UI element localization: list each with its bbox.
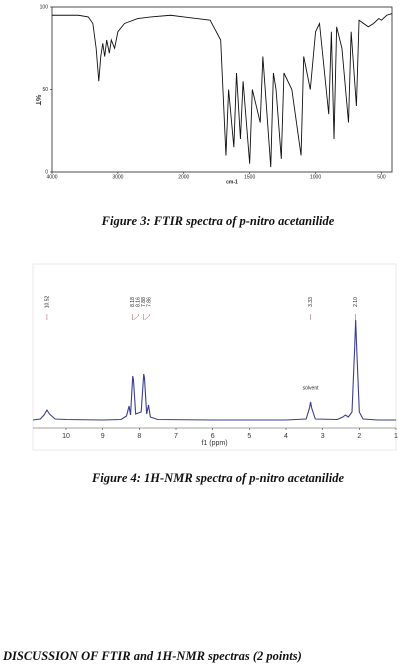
figure-caption: Figure 4: 1H-NMR spectra of p-nitro acet… [91,471,345,485]
spectrum-line [32,319,396,421]
peak-label: 8.16 [136,297,142,307]
x-tick-label: 2 [357,433,361,440]
peak-label: 7.88 [141,297,147,307]
peak-label: 10.52 [44,296,50,309]
y-tick-label: 100 [40,4,49,10]
ftir-frame [51,6,393,173]
x-axis-label: f1 (ppm) [201,440,227,447]
x-tick-label: 1000 [310,174,321,180]
x-axis-label: cm-1 [226,179,238,185]
x-tick-label: 500 [377,174,386,180]
y-tick-label: 50 [42,87,48,93]
spectrum-line [52,13,393,168]
peak-label: 7.86 [147,297,153,307]
x-tick-label: 10 [62,433,70,440]
x-tick-label: 8 [137,433,141,440]
peak-label: 2.10 [353,297,359,307]
peak-label: 8.18 [130,297,136,307]
y-axis-label: %T [34,95,41,106]
x-tick-label: 4 [284,433,288,440]
x-tick-label: 4000 [46,174,57,180]
x-tick-label: 5 [247,433,251,440]
x-tick-label: 1500 [244,174,255,180]
x-tick-label: 6 [211,433,215,440]
peak-leader [133,314,139,321]
peak-label: 3.33 [308,297,314,307]
nmr-frame [32,263,397,451]
figure-caption: Figure 3: FTIR spectra of p-nitro acetan… [101,214,335,228]
x-tick-label: 3000 [112,174,123,180]
section-heading: DISCUSSION OF FTIR and 1H-NMR spectras (… [2,649,302,663]
x-tick-label: 1 [394,433,398,440]
annotation: solvent [303,385,319,391]
y-tick-label: 0 [45,169,48,175]
peak-leader [144,314,150,321]
x-tick-label: 2000 [178,174,189,180]
x-tick-label: 3 [321,433,325,440]
x-tick-label: 7 [174,433,178,440]
x-tick-label: 9 [101,433,105,440]
